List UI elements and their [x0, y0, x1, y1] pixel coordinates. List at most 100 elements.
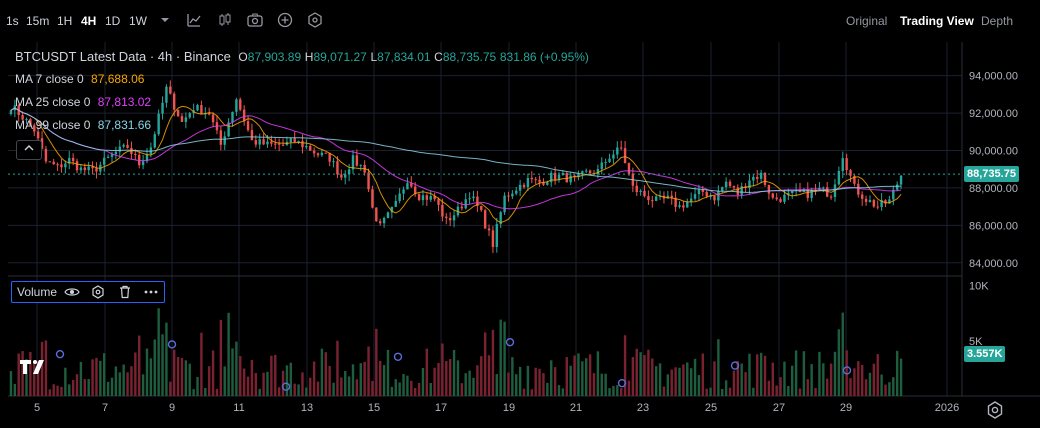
interval-15m[interactable]: 15m: [26, 14, 50, 28]
gear-icon[interactable]: [985, 400, 1005, 420]
candle-body: [196, 105, 199, 111]
candle-body: [429, 195, 432, 200]
volume-bar: [697, 375, 701, 396]
x-tick-label: 11: [233, 402, 244, 414]
volume-bar: [503, 321, 506, 396]
high-value: 89,071.27: [313, 50, 367, 64]
volume-bar: [608, 388, 611, 396]
candle-body: [95, 168, 98, 172]
candle-body: [740, 186, 743, 195]
volume-bar: [448, 359, 452, 396]
volume-bar: [36, 360, 40, 396]
candle-type-icon[interactable]: [216, 11, 234, 29]
volume-bar: [682, 364, 685, 396]
volume-bar: [305, 387, 308, 396]
interval-1h[interactable]: 1H: [57, 14, 73, 28]
volume-bar: [344, 371, 347, 396]
volume-bar: [289, 362, 293, 396]
volume-bar: [748, 353, 751, 396]
ma25-legend[interactable]: MA 25 close 0 87,813.02: [15, 95, 151, 109]
interval-1w[interactable]: 1W: [129, 14, 147, 28]
tradingview-logo-icon: [20, 360, 44, 374]
candlestick-chart[interactable]: 94,000.00 92,000.00 90,000.00 88,000.00 86,0…: [0, 42, 1040, 428]
candle-body: [709, 195, 712, 197]
candle-body: [689, 198, 693, 202]
candle-body: [666, 195, 670, 199]
camera-icon[interactable]: [246, 11, 264, 29]
volume-bar: [740, 363, 743, 396]
candle-body: [56, 164, 59, 166]
volume-bar: [219, 319, 223, 396]
view-trading-view[interactable]: Trading View: [900, 14, 974, 28]
volume-bar: [868, 372, 872, 396]
candle-body: [184, 117, 188, 122]
ma99-legend[interactable]: MA 99 close 0 87,831.66: [15, 118, 151, 132]
candle-body: [717, 190, 720, 201]
candle-body: [44, 148, 48, 162]
chevron-down-icon[interactable]: [156, 11, 174, 29]
volume-bar: [732, 370, 736, 396]
volume-bar: [814, 387, 817, 396]
volume-bar: [21, 351, 24, 396]
candle-body: [569, 175, 572, 183]
volume-bar: [172, 349, 176, 396]
settings-icon[interactable]: [91, 285, 105, 299]
candle-body: [713, 195, 716, 201]
volume-bar: [787, 385, 790, 396]
eye-icon[interactable]: [64, 285, 80, 299]
candle-body: [619, 147, 623, 149]
volume-pane-legend[interactable]: Volume: [11, 281, 165, 303]
interval-1s[interactable]: 1s: [6, 14, 19, 28]
candle-body: [670, 195, 673, 198]
candle-body: [697, 190, 701, 195]
trash-icon[interactable]: [118, 285, 132, 299]
event-marker: [842, 366, 852, 375]
volume-bar: [126, 372, 129, 396]
interval-1d[interactable]: 1D: [105, 14, 121, 28]
volume-bar: [239, 356, 242, 396]
more-icon[interactable]: [143, 285, 159, 299]
volume-bar: [895, 350, 899, 396]
indicator-line-icon[interactable]: [185, 11, 203, 29]
candle-body: [75, 161, 79, 171]
collapse-legend-button[interactable]: [16, 140, 42, 160]
add-indicator-icon[interactable]: [276, 11, 294, 29]
x-tick-label: 15: [368, 402, 380, 414]
volume-bar: [592, 373, 596, 396]
candle-body: [604, 162, 607, 164]
candle-body: [456, 206, 460, 216]
volume-bar: [585, 358, 588, 396]
volume-tick-label: 5K: [969, 336, 983, 348]
volume-bar: [538, 368, 541, 396]
volume-bar: [138, 335, 141, 396]
candle-body: [289, 138, 293, 142]
view-original[interactable]: Original: [846, 14, 888, 28]
ma7-legend[interactable]: MA 7 close 0 87,688.06: [15, 72, 144, 86]
volume-bar: [145, 348, 149, 396]
volume-bar: [324, 352, 327, 396]
volume-bar: [371, 380, 374, 396]
x-tick-label: 17: [435, 402, 447, 414]
candle-body: [585, 170, 588, 172]
volume-bar: [9, 371, 13, 396]
candle-body: [895, 184, 899, 190]
candle-body: [367, 172, 370, 190]
candle-body: [452, 215, 456, 221]
interval-4h[interactable]: 4H: [81, 14, 97, 28]
volume-bar: [643, 354, 646, 396]
candle-body: [829, 196, 833, 198]
volume-bar: [546, 382, 549, 396]
candle-body: [845, 158, 848, 171]
volume-bar: [736, 361, 740, 396]
volume-bar: [837, 329, 841, 396]
candle-body: [200, 105, 203, 115]
candle-body: [106, 156, 110, 158]
ma7-label: MA 7 close 0: [15, 72, 84, 86]
volume-bar: [581, 361, 584, 396]
volume-bar: [359, 363, 362, 396]
volume-bar: [406, 375, 409, 396]
view-depth[interactable]: Depth: [981, 14, 1014, 28]
candle-body: [651, 200, 654, 202]
settings-hex-icon[interactable]: [306, 11, 324, 29]
volume-bar: [262, 372, 265, 396]
